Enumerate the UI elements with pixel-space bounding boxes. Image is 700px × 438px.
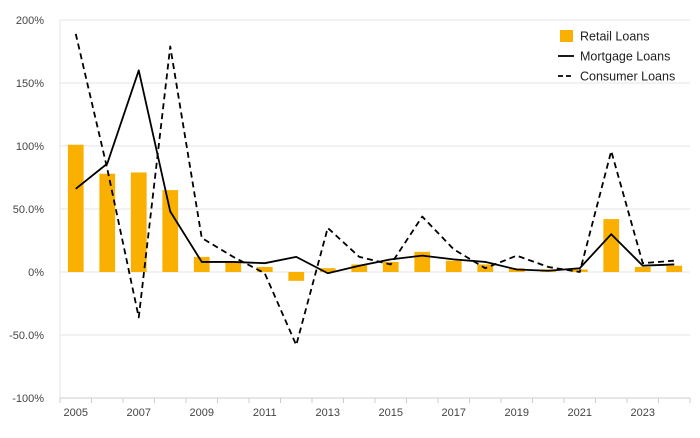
y-tick-label: 50.0%: [13, 204, 44, 216]
retail-loans-bar: [288, 272, 305, 281]
y-tick-label: 150%: [16, 78, 44, 90]
mortgage-loans-legend-label: Mortgage Loans: [580, 50, 670, 64]
retail-loans-bar: [351, 264, 368, 272]
retail-loans-bar: [130, 172, 147, 272]
consumer-loans-line: [74, 33, 675, 346]
retail-loans-legend-swatch: [560, 30, 573, 42]
x-tick-label: 2009: [190, 407, 214, 419]
x-tick-label: 2011: [253, 407, 277, 419]
retail-loans-bar: [382, 261, 399, 272]
loan-lines: [74, 33, 675, 346]
y-tick-label: -100%: [12, 393, 44, 405]
x-tick-label: 2017: [442, 407, 466, 419]
x-tick-label: 2015: [379, 407, 403, 419]
retail-loans-bars: [67, 144, 683, 281]
retail-loans-bar: [319, 268, 336, 272]
retail-loans-bar: [256, 266, 273, 272]
x-tick-label: 2007: [127, 407, 151, 419]
retail-loans-bar: [225, 261, 242, 272]
consumer-loans-legend-label: Consumer Loans: [580, 70, 675, 84]
retail-loans-bar: [99, 173, 116, 272]
y-tick-label: -50.0%: [9, 330, 44, 342]
retail-loans-bar: [634, 266, 651, 272]
x-tick-label: 2005: [64, 407, 88, 419]
legend: Retail Loans Mortgage Loans Consumer Loans: [558, 30, 675, 84]
retail-loans-bar: [666, 265, 683, 272]
y-tick-label: 100%: [16, 141, 44, 153]
mortgage-loans-line: [75, 69, 675, 275]
retail-loans-bar: [193, 256, 210, 272]
axes: 200% 150% 100% 50.0% 0% -50.0% -100% 2005 2007 20…: [9, 15, 691, 419]
y-tick-label: 0%: [28, 267, 44, 279]
retail-loans-legend-label: Retail Loans: [580, 30, 650, 44]
retail-loans-bar: [445, 260, 462, 272]
retail-loans-bar: [603, 219, 620, 272]
x-tick-label: 2013: [316, 407, 340, 419]
y-tick-label: 200%: [16, 15, 44, 27]
retail-loans-bar: [162, 190, 179, 272]
x-tick-label: 2021: [568, 407, 592, 419]
x-tick-label: 2019: [505, 407, 529, 419]
retail-loans-bar: [67, 144, 84, 272]
x-tick-label: 2023: [631, 407, 655, 419]
